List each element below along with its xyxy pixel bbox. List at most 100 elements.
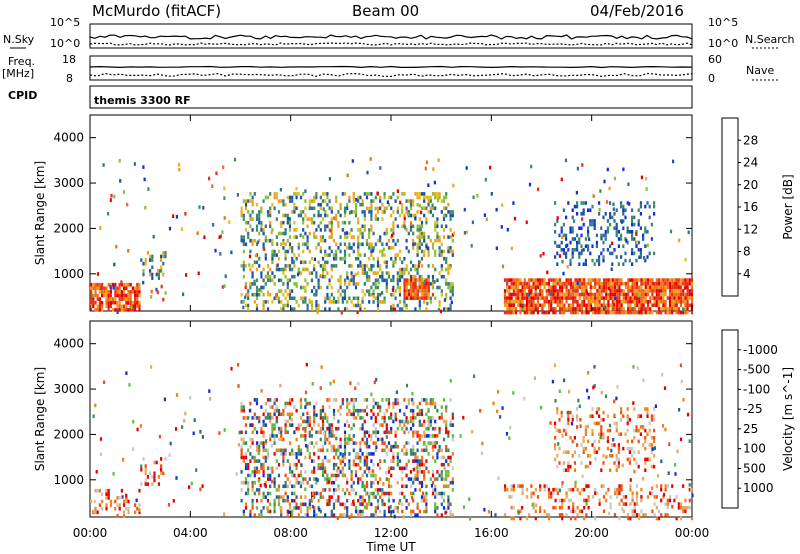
heatmap-cell xyxy=(381,253,384,257)
heatmap-cell xyxy=(429,477,432,481)
heatmap-cell xyxy=(264,235,267,239)
heatmap-cell xyxy=(286,213,289,218)
heatmap-cell xyxy=(434,296,437,301)
heatmap-cell xyxy=(655,299,658,304)
heatmap-cell xyxy=(412,423,415,427)
heatmap-cell xyxy=(671,299,674,304)
heatmap-cell xyxy=(295,235,298,239)
heatmap-cell xyxy=(644,457,647,462)
heatmap-cell xyxy=(416,202,419,207)
heatmap-cell xyxy=(539,303,542,308)
heatmap-cell xyxy=(636,240,639,245)
heatmap-cell xyxy=(288,412,292,417)
heatmap-cell xyxy=(394,398,397,402)
heatmap-cell xyxy=(365,206,369,211)
heatmap-cell xyxy=(394,256,397,261)
heatmap-cell xyxy=(571,226,574,230)
heatmap-cell xyxy=(381,448,384,453)
heatmap-cell xyxy=(514,292,518,297)
heatmap-cell xyxy=(606,219,609,223)
heatmap-cell xyxy=(280,412,283,417)
heatmap-cell xyxy=(451,210,454,214)
heatmap-cell xyxy=(677,278,680,282)
heatmap-cell xyxy=(376,506,380,510)
heatmap-cell xyxy=(247,199,250,203)
heatmap-cell xyxy=(465,230,469,234)
heatmap-cell xyxy=(519,310,522,315)
heatmap-cell xyxy=(288,220,292,225)
heatmap-cell xyxy=(569,230,572,234)
heatmap-cell xyxy=(591,204,594,209)
heatmap-cell xyxy=(223,216,226,220)
heatmap-cell xyxy=(586,424,589,429)
heatmap-cell xyxy=(291,498,294,503)
heatmap-cell xyxy=(640,289,643,293)
heatmap-cell xyxy=(341,470,344,474)
heatmap-cell xyxy=(690,310,694,315)
heatmap-cell xyxy=(631,233,634,238)
heatmap-cell xyxy=(387,441,391,445)
heatmap-cell xyxy=(427,249,430,254)
heatmap-cell xyxy=(277,462,281,467)
heatmap-cell xyxy=(431,206,435,211)
heatmap-cell xyxy=(470,244,473,248)
heatmap-cell xyxy=(306,246,309,250)
heatmap-cell xyxy=(434,419,437,424)
heatmap-cell xyxy=(539,509,542,514)
heatmap-cell xyxy=(394,296,397,301)
heatmap-cell xyxy=(591,278,595,282)
heatmap-cell xyxy=(613,399,616,404)
heatmap-cell xyxy=(258,448,261,453)
heatmap-cell xyxy=(609,289,612,293)
heatmap-cell xyxy=(297,448,300,453)
heatmap-cell xyxy=(396,506,399,510)
heatmap-cell xyxy=(514,299,518,304)
heatmap-cell xyxy=(671,292,674,297)
heatmap-cell xyxy=(297,246,300,250)
heatmap-cell xyxy=(368,242,371,247)
heatmap-cell xyxy=(133,162,136,166)
heatmap-cell xyxy=(328,282,331,286)
heatmap-cell xyxy=(650,450,653,454)
heatmap-cell xyxy=(262,307,265,311)
heatmap-cell xyxy=(649,289,652,293)
heatmap-cell xyxy=(136,293,139,298)
heatmap-cell xyxy=(583,292,586,297)
heatmap-cell xyxy=(626,457,629,462)
heatmap-cell xyxy=(321,238,325,243)
heatmap-cell xyxy=(602,509,606,514)
heatmap-cell xyxy=(374,282,377,286)
heatmap-cell xyxy=(624,310,628,315)
heatmap-cell xyxy=(436,455,439,460)
heatmap-cell xyxy=(183,419,186,423)
heatmap-cell xyxy=(385,206,388,211)
heatmap-cell xyxy=(330,235,333,239)
heatmap-cell xyxy=(620,233,623,238)
heatmap-cell xyxy=(418,217,421,221)
heatmap-cell xyxy=(561,484,564,488)
heatmap-cell xyxy=(339,274,342,279)
heatmap-cell xyxy=(295,466,298,471)
heatmap-cell xyxy=(677,307,680,311)
heatmap-cell xyxy=(328,488,331,492)
heatmap-cell xyxy=(449,455,452,460)
heatmap-cell xyxy=(350,274,353,279)
heatmap-cell xyxy=(532,285,535,290)
heatmap-cell xyxy=(114,297,117,301)
heatmap-cell xyxy=(679,310,683,315)
heatmap-cell xyxy=(101,300,104,305)
heatmap-cell xyxy=(554,201,557,205)
heatmap-cell xyxy=(372,246,375,250)
heatmap-cell xyxy=(127,290,130,294)
heatmap-cell xyxy=(398,249,402,254)
heatmap-cell xyxy=(510,307,513,311)
heatmap-cell xyxy=(449,303,452,308)
heatmap-cell xyxy=(431,246,435,250)
heatmap-cell xyxy=(576,310,579,315)
heatmap-cell xyxy=(109,198,112,202)
heatmap-cell xyxy=(330,231,333,236)
heatmap-cell xyxy=(125,496,128,500)
heatmap-cell xyxy=(112,300,115,305)
heatmap-cell xyxy=(94,282,97,287)
heatmap-cell xyxy=(302,220,305,225)
